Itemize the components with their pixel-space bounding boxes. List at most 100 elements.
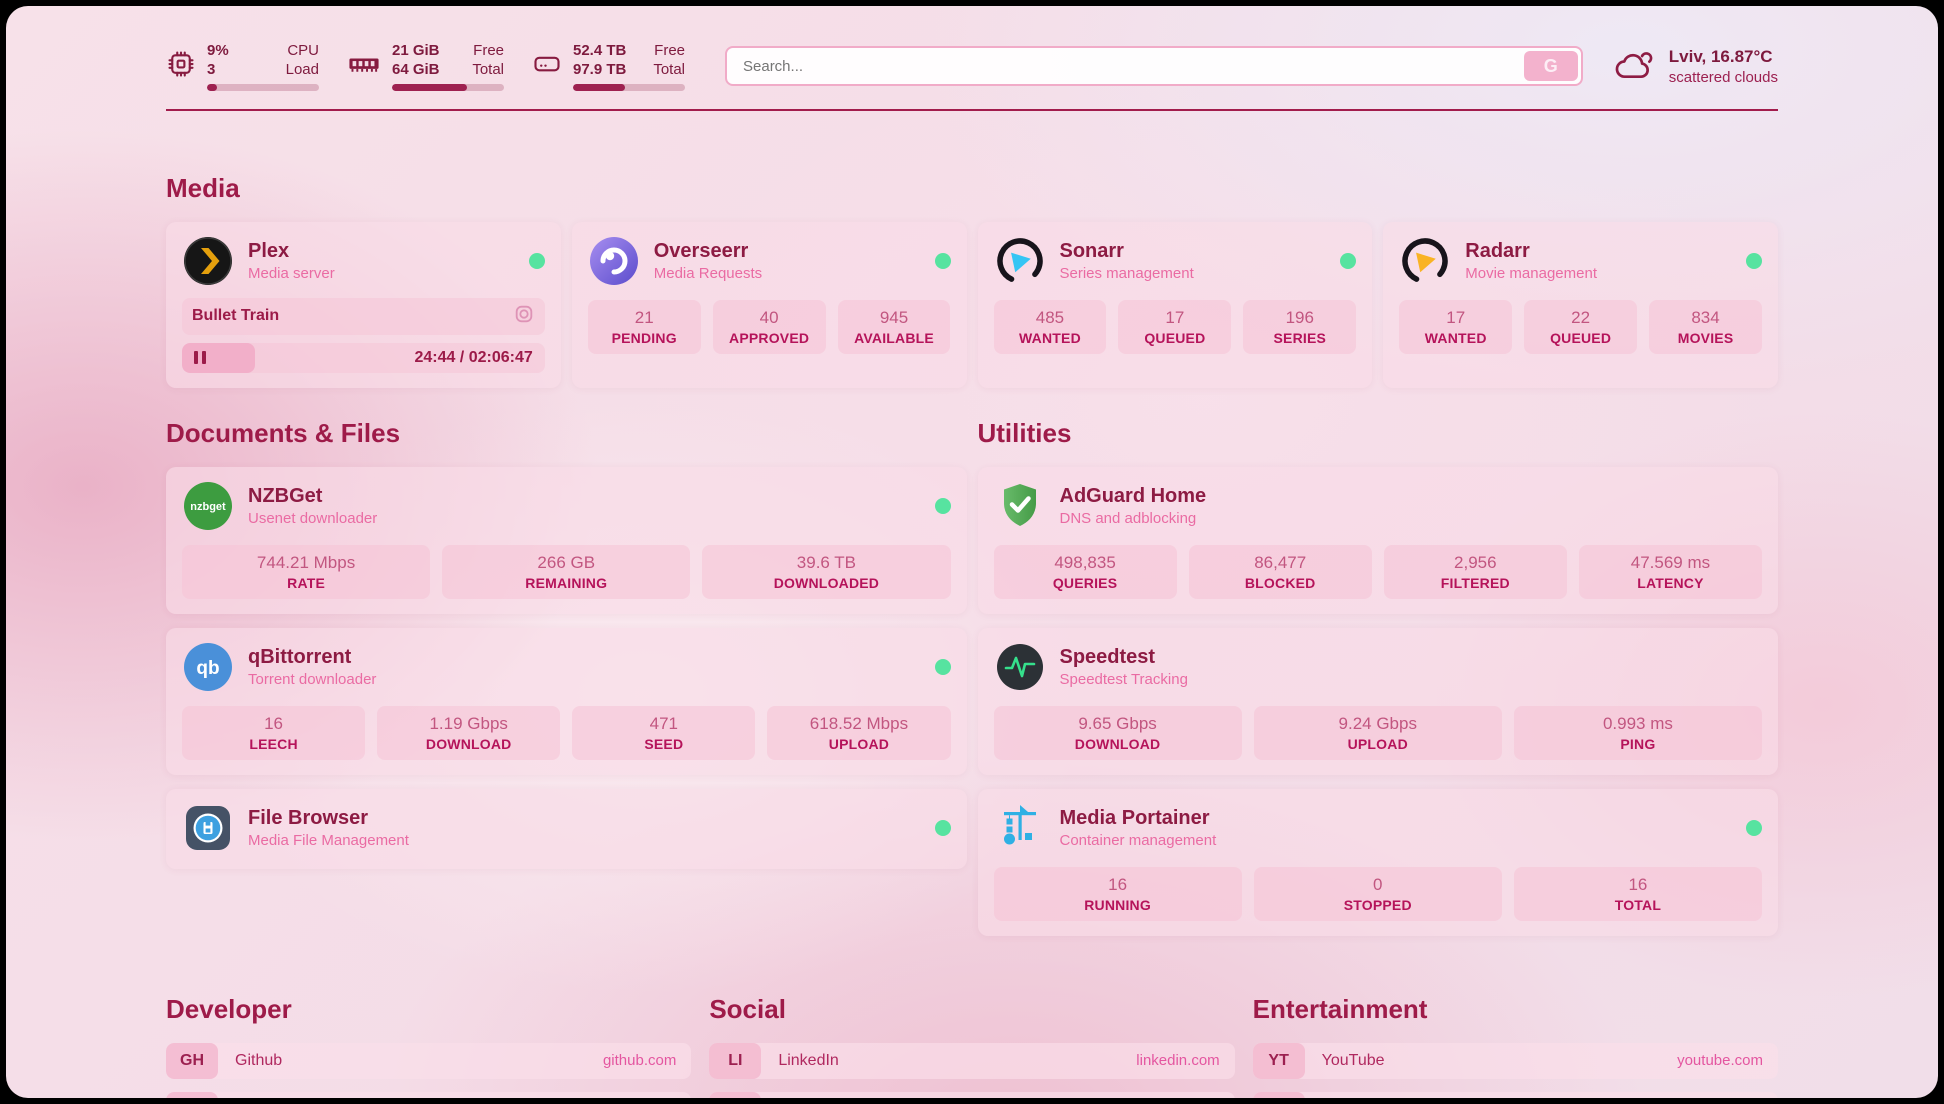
cpu-widget: 9% CPU 3 Load	[166, 42, 319, 91]
app-subtitle: Media File Management	[248, 832, 409, 850]
portainer-card[interactable]: Media Portainer Container management 16 R…	[977, 788, 1778, 936]
qbittorrent-icon: qb	[182, 641, 234, 693]
ram-label2: Total	[472, 60, 504, 78]
plex-icon	[182, 235, 234, 287]
stat-blocked: 86,477 BLOCKED	[1188, 544, 1372, 599]
link-tag: TW	[709, 1091, 762, 1098]
stat-seed: 471 SEED	[572, 705, 756, 760]
stat-stopped: 0 STOPPED	[1253, 866, 1502, 921]
section-title-developer: Developer	[166, 993, 292, 1024]
overseerr-card[interactable]: Overseerr Media Requests 21 PENDING 40 APP…	[571, 221, 967, 388]
memory-widget: 21 GiB Free 64 GiB Total	[347, 42, 504, 91]
now-playing-row: Bullet Train	[182, 297, 545, 335]
ram-progress-fill	[392, 83, 468, 91]
pause-icon[interactable]	[194, 351, 206, 364]
link-url: github.com	[602, 1052, 677, 1070]
cpu-progress-track	[207, 83, 319, 91]
weather-widget: Lviv, 16.87°C scattered clouds	[1613, 45, 1778, 88]
status-dot	[934, 497, 951, 514]
link-stackoverflow[interactable]: SO StackOverflow stackoverflow.com	[166, 1091, 692, 1098]
sonarr-icon	[994, 235, 1046, 287]
cpu-label1: CPU	[287, 42, 319, 59]
app-title: Sonarr	[1059, 240, 1124, 262]
overseerr-icon	[588, 235, 640, 287]
speedtest-card[interactable]: Speedtest Speedtest Tracking 9.65 Gbps DO…	[977, 627, 1778, 775]
app-title: Speedtest	[1059, 646, 1156, 669]
stat-download: 9.65 Gbps DOWNLOAD	[993, 705, 1242, 760]
stat-download: 1.19 Gbps DOWNLOAD	[377, 705, 561, 760]
link-tag: NF	[1252, 1091, 1305, 1098]
stat-leech: 16 LEECH	[182, 705, 366, 760]
radarr-card[interactable]: Radarr Movie management 17 WANTED 22 QUEUE…	[1383, 221, 1778, 388]
header-divider	[166, 108, 1778, 111]
link-github[interactable]: GH Github github.com	[166, 1042, 692, 1079]
link-name: Github	[235, 1051, 283, 1069]
cpu-label2: Load	[285, 60, 319, 78]
nzbget-card[interactable]: nzbget NZBGet Usenet downloader 744.21 M…	[166, 466, 967, 614]
stat-upload: 9.24 Gbps UPLOAD	[1253, 705, 1502, 760]
app-title: Radarr	[1465, 240, 1530, 262]
stat-pending: 21 PENDING	[587, 299, 701, 354]
ram-label1: Free	[473, 42, 504, 59]
app-subtitle: Series management	[1059, 265, 1194, 282]
disk-total: 97.9 TB	[573, 60, 627, 78]
cpu-progress-fill	[207, 83, 218, 91]
link-tag: LI	[709, 1042, 762, 1079]
link-linkedin[interactable]: LI LinkedIn linkedin.com	[709, 1042, 1235, 1079]
cpu-load: 3	[207, 60, 216, 78]
link-name: LinkedIn	[778, 1051, 839, 1069]
section-title-documents: Documents & Files	[166, 417, 401, 448]
session-type-icon	[513, 303, 535, 330]
app-subtitle: DNS and adblocking	[1059, 510, 1197, 527]
sonarr-card[interactable]: Sonarr Series management 485 WANTED 17 QUE…	[977, 221, 1373, 388]
ram-progress-track	[392, 83, 504, 91]
qbittorrent-card[interactable]: qb qBittorrent Torrent downloader 16 LEEC…	[166, 627, 967, 775]
playback-progress-track: 24:44 / 02:06:47	[182, 342, 545, 373]
app-subtitle: Speedtest Tracking	[1059, 671, 1188, 689]
header-bar: 9% CPU 3 Load 21 GiB	[166, 42, 1778, 91]
stat-downloaded: 39.6 TB DOWNLOADED	[702, 544, 951, 599]
stat-wanted: 485 WANTED	[993, 299, 1107, 354]
app-title: Plex	[248, 240, 290, 262]
disk-free: 52.4 TB	[573, 42, 627, 59]
app-title: qBittorrent	[248, 646, 352, 669]
search-input[interactable]	[727, 48, 1521, 85]
status-dot	[934, 819, 951, 836]
stat-approved: 40 APPROVED	[712, 299, 826, 354]
google-search-button[interactable]: G	[1523, 51, 1578, 82]
adguard-card[interactable]: AdGuard Home DNS and adblocking 498,835 Q…	[977, 466, 1778, 614]
svg-text:nzbget: nzbget	[190, 501, 226, 513]
svg-text:qb: qb	[196, 658, 219, 679]
speedtest-icon	[994, 641, 1046, 693]
app-title: File Browser	[248, 807, 369, 830]
stat-queued: 22 QUEUED	[1524, 299, 1638, 354]
weather-location: Lviv, 16.87°C	[1668, 46, 1773, 66]
adguard-icon	[994, 480, 1046, 532]
link-twitter[interactable]: TW Twitter twitter.com	[709, 1091, 1235, 1098]
stat-rate: 744.21 Mbps RATE	[182, 544, 431, 599]
stat-queued: 17 QUEUED	[1118, 299, 1232, 354]
section-title-utilities: Utilities	[977, 417, 1072, 448]
section-title-entertainment: Entertainment	[1252, 993, 1428, 1024]
disk-label1: Free	[654, 42, 685, 59]
status-dot	[1340, 252, 1357, 269]
cpu-icon	[166, 49, 196, 84]
link-netflix[interactable]: NF Netflix netflix.com	[1252, 1091, 1778, 1098]
radarr-icon	[1399, 235, 1451, 287]
cpu-percent: 9%	[207, 42, 229, 59]
plex-card[interactable]: Plex Media server Bullet Train	[166, 221, 561, 388]
weather-condition: scattered clouds	[1668, 68, 1778, 86]
status-dot	[934, 658, 951, 675]
stat-series: 196 SERIES	[1243, 299, 1357, 354]
app-subtitle: Torrent downloader	[248, 671, 377, 689]
stat-available: 945 AVAILABLE	[837, 299, 951, 354]
playback-time: 24:44 / 02:06:47	[414, 348, 533, 366]
status-dot	[1746, 819, 1762, 836]
disk-progress-track	[573, 83, 685, 91]
link-youtube[interactable]: YT YouTube youtube.com	[1252, 1042, 1778, 1079]
app-subtitle: Media Requests	[653, 265, 763, 282]
app-subtitle: Media server	[248, 265, 335, 282]
filebrowser-card[interactable]: File Browser Media File Management	[166, 788, 967, 869]
ram-total: 64 GiB	[392, 60, 440, 78]
link-tag: SO	[166, 1091, 218, 1098]
